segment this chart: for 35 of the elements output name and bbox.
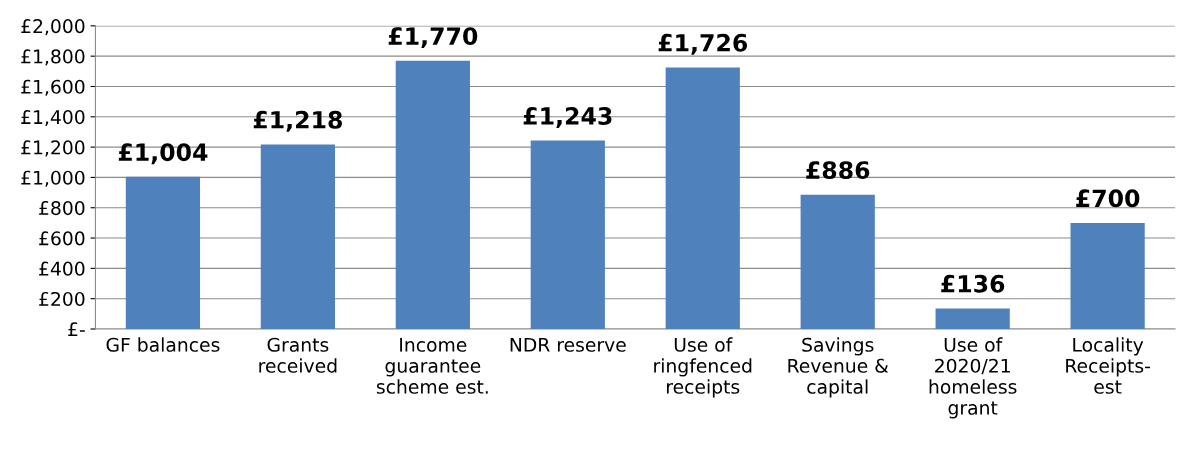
bar — [530, 140, 605, 329]
y-tick-label: £1,400 — [21, 110, 85, 127]
x-tick-label: Grants received — [259, 337, 337, 373]
x-tick-label: Use of 2020/21 homeless grant — [929, 337, 1017, 419]
x-tick-label: Use of ringfenced receipts — [654, 337, 752, 398]
data-label: £1,243 — [523, 107, 612, 128]
y-tick-label: £1,600 — [21, 79, 85, 96]
y-tick-label: £400 — [39, 261, 85, 276]
data-label: £886 — [806, 161, 870, 180]
y-tick-label: £200 — [39, 291, 85, 307]
bar — [1070, 222, 1145, 329]
x-tick-label: GF balances — [106, 337, 220, 352]
data-label: £1,726 — [658, 33, 748, 55]
bar — [665, 67, 740, 329]
y-tick-label: £2,000 — [21, 19, 85, 36]
y-tick-label: £800 — [39, 200, 85, 216]
y-tick-label: £1,200 — [21, 140, 85, 157]
x-tick-label: Savings Revenue & capital — [788, 337, 889, 398]
y-tick-label: £1,000 — [21, 170, 85, 187]
bar — [125, 176, 201, 329]
data-label: £136 — [941, 274, 1005, 293]
y-tick-label: £- — [68, 322, 85, 337]
bar — [395, 60, 470, 329]
bar — [800, 194, 875, 329]
x-tick-label: Income guarantee scheme est. — [376, 337, 488, 394]
x-tick-label: NDR reserve — [510, 337, 626, 352]
x-tick-label: Locality Receipts- est — [1066, 337, 1150, 394]
data-label: £1,770 — [388, 27, 478, 49]
bar — [935, 308, 1010, 329]
data-label: £1,218 — [253, 110, 342, 132]
y-tick-label: £600 — [39, 231, 85, 246]
data-label: £1,004 — [118, 143, 208, 165]
data-label: £700 — [1076, 189, 1140, 208]
y-tick-label: £1,800 — [21, 49, 85, 66]
bar — [260, 144, 335, 329]
